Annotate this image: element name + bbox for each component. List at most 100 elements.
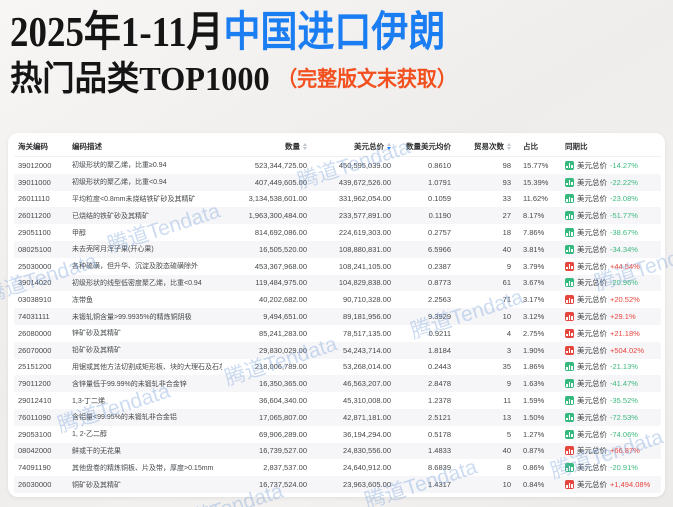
share-percent-cell: 0.84% — [523, 480, 545, 490]
description-cell: 未锻轧铜含量>99.9935%的精炼铜阴极 — [72, 313, 192, 321]
column-header-qty[interactable]: 数量 — [222, 141, 307, 152]
trade-count-cell: 9 — [506, 379, 511, 389]
yoy-cell: 美元总价 -74.06% — [563, 429, 661, 440]
yoy-metric-label: 美元总价 — [577, 295, 607, 305]
column-header-usd_total[interactable]: 美元总价 — [307, 141, 391, 152]
trade-count-cell: 33 — [502, 194, 511, 204]
page-title: 2025年1-11月中国进口伊朗 热门品类TOP1000 （完整版文末获取） — [0, 0, 673, 99]
trade-count-cell: 18 — [502, 228, 511, 238]
column-header-avg_price: 数量美元均价 — [391, 141, 451, 152]
quantity-cell: 85,241,283.00 — [259, 328, 307, 338]
table-row: 39014020 初级形状的线型低密度聚乙烯，比重<0.94 119,484,9… — [14, 274, 661, 292]
yoy-cell: 美元总价 -23.08% — [563, 193, 661, 204]
avg-unit-price-cell: 0.1059 — [428, 194, 451, 204]
quantity-cell: 119,484,975.00 — [255, 278, 307, 288]
share-percent-cell: 3.79% — [523, 261, 545, 271]
yoy-cell: 美元总价 -51.77% — [563, 210, 661, 221]
description-cell: 1, 2-乙二醇 — [72, 431, 108, 439]
trade-count-cell: 35 — [502, 362, 511, 372]
hs-code-cell: 26080000 — [18, 328, 52, 338]
yoy-cell: 美元总价 +44.54% — [563, 261, 661, 272]
yoy-percent: -20.96% — [610, 278, 638, 288]
usd-total-cell: 45,310,008.00 — [343, 396, 391, 406]
avg-unit-price-cell: 9.3929 — [428, 312, 451, 322]
trade-count-cell: 27 — [502, 211, 511, 221]
yoy-metric-label: 美元总价 — [577, 328, 607, 338]
avg-unit-price-cell: 1.2378 — [428, 396, 451, 406]
yoy-metric-label: 美元总价 — [577, 396, 607, 406]
column-header-freq[interactable]: 贸易次数 — [451, 141, 511, 152]
yoy-metric-label: 美元总价 — [577, 429, 607, 439]
column-header-code: 海关编码 — [14, 141, 60, 152]
table-row: 26070000 铅矿砂及其精矿 29,830,029.00 54,243,71… — [14, 341, 661, 359]
share-percent-cell: 1.90% — [523, 345, 545, 355]
share-percent-cell: 0.87% — [523, 446, 545, 456]
yoy-percent: +66.87% — [610, 446, 640, 456]
usd-total-cell: 53,268,014.00 — [343, 362, 391, 372]
avg-unit-price-cell: 2.8478 — [428, 379, 451, 389]
description-cell: 初级形状的聚乙烯，比重<0.94 — [72, 179, 167, 187]
trade-count-cell: 3 — [506, 345, 511, 355]
description-cell: 初级形状的聚乙烯，比重≥0.94 — [72, 162, 167, 170]
column-header-yoy: 同期比 — [563, 141, 661, 152]
table-row: 74031111 未锻轧铜含量>99.9935%的精炼铜阴极 9,494,651… — [14, 308, 661, 325]
usd-total-cell: 439,672,526.00 — [338, 177, 391, 187]
usd-total-cell: 104,829,838.00 — [338, 278, 391, 288]
hs-code-cell: 74091190 — [18, 463, 51, 473]
quantity-cell: 36,604,340.00 — [259, 396, 307, 406]
yoy-cell: 美元总价 -35.52% — [563, 395, 661, 406]
column-header-share: 占比 — [511, 141, 563, 152]
share-percent-cell: 3.81% — [523, 244, 545, 254]
table-row: 25030000 各种硫磺，但升华、沉淀及胶态硫磺除外 453,367,968.… — [14, 258, 661, 275]
usd-total-cell: 24,640,912.00 — [343, 463, 391, 473]
sort-icon[interactable] — [387, 142, 391, 150]
trend-chart-icon — [565, 312, 574, 322]
trade-count-cell: 71 — [502, 295, 511, 305]
share-percent-cell: 1.86% — [523, 362, 545, 372]
hs-code-cell: 76011090 — [18, 412, 51, 422]
hs-code-cell: 74031111 — [18, 312, 50, 322]
trade-count-cell: 10 — [502, 480, 511, 490]
trade-count-cell: 9 — [506, 261, 511, 271]
yoy-metric-label: 美元总价 — [577, 312, 607, 322]
hs-code-cell: 25151200 — [18, 362, 52, 372]
sort-icon[interactable] — [303, 142, 307, 150]
avg-unit-price-cell: 0.2387 — [428, 261, 451, 271]
data-table-card: 海关编码 编码描述 数量 美元总价 数量美元均价 贸易次数 占比 同期比 39012000 初… — [8, 133, 665, 497]
trend-chart-icon — [565, 211, 574, 221]
yoy-metric-label: 美元总价 — [577, 463, 607, 473]
description-cell: 铜矿砂及其精矿 — [72, 481, 121, 489]
avg-unit-price-cell: 0.5178 — [428, 429, 451, 439]
avg-unit-price-cell: 0.8610 — [428, 160, 451, 170]
trend-chart-icon — [565, 177, 574, 187]
quantity-cell: 523,344,725.00 — [254, 160, 307, 170]
yoy-cell: 美元总价 -41.47% — [563, 378, 661, 389]
description-cell: 锌矿砂及其精矿 — [72, 330, 121, 338]
trend-chart-icon — [565, 328, 574, 338]
description-cell: 未去壳阿月浑子果(开心果) — [72, 246, 154, 254]
title-line1: 2025年1-11月中国进口伊朗 — [10, 10, 593, 56]
column-label: 编码描述 — [72, 141, 102, 151]
description-cell: 甲醇 — [72, 229, 86, 237]
hs-code-cell: 39011000 — [18, 177, 51, 187]
trend-chart-icon — [565, 295, 574, 305]
yoy-percent: -14.27% — [610, 160, 638, 170]
description-cell: 鲜或干的无花果 — [72, 447, 121, 455]
quantity-cell: 16,505,520.00 — [259, 244, 307, 254]
column-label: 数量 — [285, 141, 300, 151]
trade-count-cell: 8 — [506, 463, 511, 473]
avg-unit-price-cell: 1.8184 — [428, 345, 451, 355]
yoy-metric-label: 美元总价 — [577, 160, 607, 170]
yoy-metric-label: 美元总价 — [577, 446, 607, 456]
table-row: 29012410 1,3-丁二烯 36,604,340.00 45,310,00… — [14, 392, 661, 409]
yoy-metric-label: 美元总价 — [577, 412, 607, 422]
sort-icon[interactable] — [507, 142, 511, 150]
yoy-metric-label: 美元总价 — [577, 480, 607, 490]
trend-chart-icon — [565, 379, 574, 389]
yoy-percent: +44.54% — [610, 261, 640, 271]
description-cell: 铅矿砂及其精矿 — [72, 347, 121, 355]
trend-chart-icon — [565, 244, 574, 254]
column-label: 同期比 — [565, 141, 588, 151]
trend-chart-icon — [565, 463, 574, 473]
yoy-cell: 美元总价 -14.27% — [563, 160, 661, 171]
